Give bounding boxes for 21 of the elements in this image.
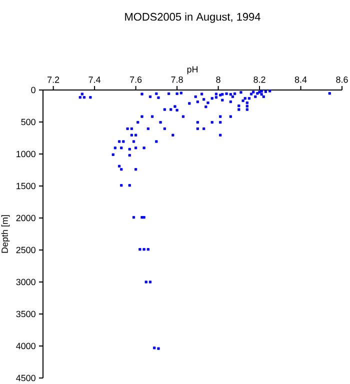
y-tick-label: 1500 (16, 182, 36, 190)
x-tick-label: 7.8 (171, 76, 183, 83)
y-tick-label: 4500 (16, 374, 36, 382)
y-tick-label: 3000 (16, 278, 36, 286)
y-axis-title: Depth [m] (1, 215, 10, 253)
y-tick-label: 500 (21, 118, 36, 126)
y-tick-label: 0 (31, 86, 36, 94)
y-tick-label: 4000 (16, 342, 36, 350)
x-tick-label: 7.2 (48, 76, 60, 83)
y-tick-label: 1000 (16, 150, 36, 158)
y-tick-label: 2000 (16, 214, 36, 222)
chart-title: MODS2005 in August, 1994 (125, 12, 260, 23)
x-tick-label: 7.6 (130, 76, 142, 83)
x-tick-label: 7.4 (88, 76, 101, 83)
y-tick-label: 3500 (16, 310, 36, 318)
x-axis-title: pH (187, 66, 198, 74)
x-tick-label: 8.4 (294, 76, 307, 83)
y-tick-label: 2500 (16, 246, 36, 254)
x-tick-label: 8.6 (336, 76, 348, 83)
x-tick-label: 8 (216, 76, 220, 83)
x-tick-label: 8.2 (254, 76, 266, 83)
